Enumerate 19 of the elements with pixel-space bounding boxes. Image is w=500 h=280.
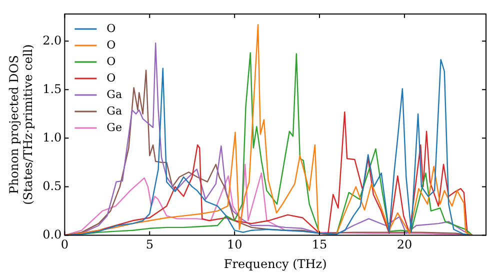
- y-tick-label: 1.0: [42, 130, 62, 144]
- y-tick-label: 0.5: [42, 178, 62, 193]
- y-tick-label: 2.0: [42, 33, 62, 48]
- legend-label: O: [106, 54, 116, 68]
- legend-label: Ge: [106, 120, 122, 134]
- legend-label: O: [106, 71, 116, 84]
- y-tick-label: 1.5: [42, 82, 62, 96]
- x-tick-label: 5: [146, 238, 154, 252]
- legend-label: Ga: [106, 88, 122, 101]
- y-tick-label: 0.0: [42, 227, 62, 242]
- y-axis-title: Phonon projected DOS (States/THz·primitive cell): [7, 44, 35, 205]
- legend-label: Ga: [106, 104, 122, 118]
- legend-label: O: [106, 22, 116, 35]
- x-tick-label: 20: [396, 238, 412, 252]
- x-tick-label: 10: [226, 238, 242, 252]
- x-tick-label: 15: [312, 238, 328, 252]
- x-axis-title: Frequency (THz): [224, 256, 327, 271]
- legend-label: O: [106, 38, 116, 52]
- x-tick-label: 0: [60, 238, 69, 252]
